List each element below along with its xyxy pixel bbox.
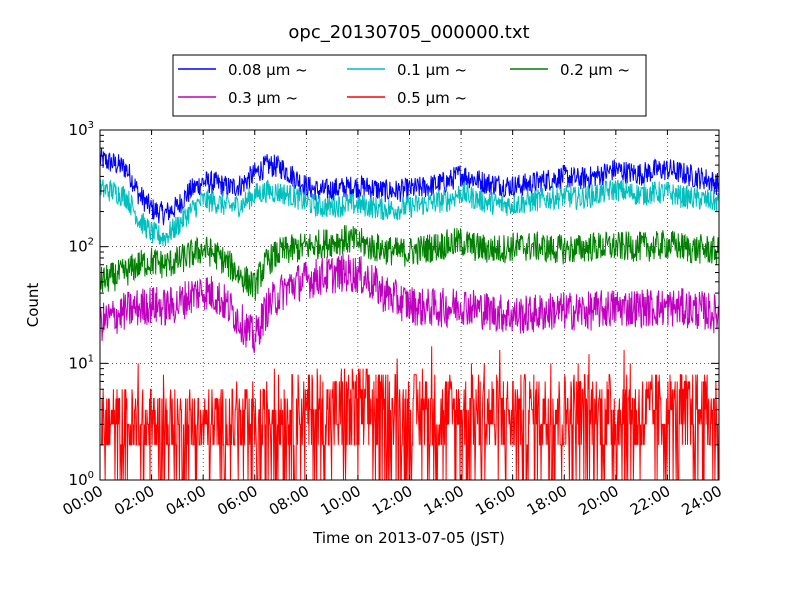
- legend-label-3: 0.2 μm ~: [560, 61, 630, 79]
- legend-label-4: 0.3 μm ~: [228, 89, 298, 107]
- legend: 0.08 μm ~ 0.1 μm ~ 0.2 μm ~ 0.3 μm ~ 0.5 μm …: [172, 54, 647, 117]
- legend-label-5: 0.5 μm ~: [397, 89, 467, 107]
- chart-title: opc_20130705_000000.txt: [288, 22, 529, 43]
- y-axis: 100 101 102 103: [69, 120, 719, 489]
- legend-frame: [172, 54, 647, 117]
- series-line-3: [100, 225, 719, 301]
- y-axis-label: Count: [24, 283, 42, 328]
- series-line-4: [100, 253, 719, 353]
- y-tick-label: 103: [69, 120, 94, 139]
- series-line-5: [100, 346, 719, 480]
- legend-label-1: 0.08 μm ~: [228, 61, 308, 79]
- series-line-2: [100, 178, 719, 247]
- series-layer: [100, 148, 719, 480]
- y-tick-label: 100: [69, 470, 94, 489]
- series-line-1: [100, 148, 719, 226]
- legend-label-2: 0.1 μm ~: [397, 61, 467, 79]
- x-axis-label: Time on 2013-07-05 (JST): [312, 529, 505, 547]
- y-tick-label: 101: [69, 353, 94, 372]
- y-tick-label: 102: [69, 237, 94, 256]
